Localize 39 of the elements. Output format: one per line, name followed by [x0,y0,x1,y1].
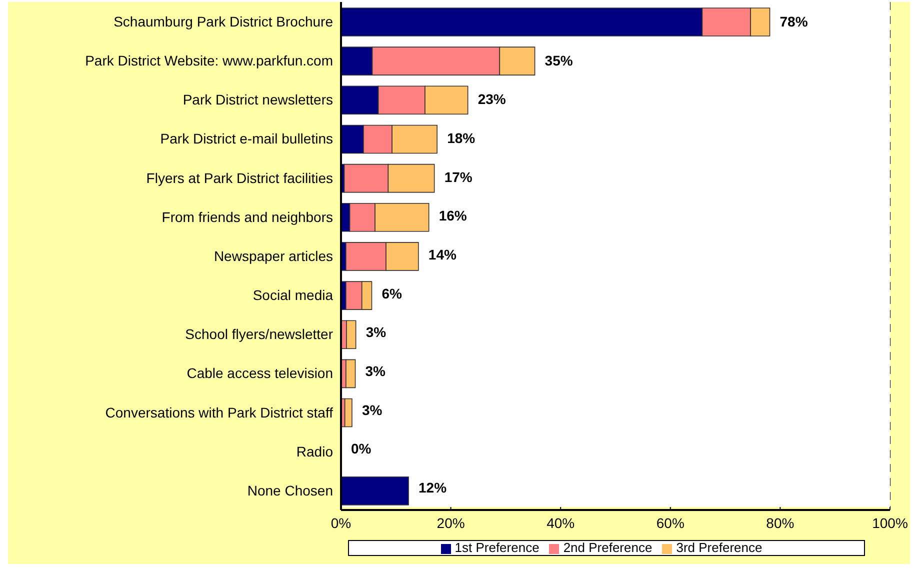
total-label: 3% [366,324,387,340]
y-tick-label: Conversations with Park District staff [105,404,334,420]
x-tick-label: 80% [766,514,794,531]
y-tick-label: Flyers at Park District facilities [146,170,333,186]
y-tick-label: School flyers/newsletter [185,326,334,342]
legend-label: 2nd Preference [563,540,652,555]
bar [344,398,352,428]
y-tick-label: None Chosen [247,482,333,498]
total-label: 12% [418,480,448,496]
total-label: 17% [444,168,473,185]
total-label: 6% [382,285,403,302]
y-tick-label: Radio [296,443,334,460]
y-tick-label: Schaumburg Park District Brochure [114,14,334,30]
x-tick-label: 40% [546,514,575,531]
bar [346,359,356,388]
total-label: 3% [365,363,386,380]
x-tick-label: 20% [436,514,465,531]
x-tick-label: 60% [656,514,684,531]
total-label: 23% [478,91,506,108]
y-tick-label: Park District newsletters [182,92,333,108]
bar [341,476,409,506]
y-tick-label: Park District Website: www.parkfun.com [85,52,333,69]
bar [346,320,356,350]
legend-label: 3rd Preference [676,540,762,555]
total-label: 14% [428,246,457,262]
total-label: 78% [780,13,808,30]
total-label: 35% [544,52,574,68]
y-tick-label: Social media [252,287,334,304]
x-tick-label: 0% [330,514,352,531]
y-tick-label: Cable access television [186,365,333,382]
total-label: 16% [438,208,468,224]
total-label: 0% [351,440,372,457]
x-tick-label: 100% [872,514,908,531]
y-tick-label: From friends and neighbors [162,208,333,225]
total-label: 3% [362,402,383,418]
y-tick-label: Newspaper articles [214,248,333,264]
total-label: 18% [447,130,476,146]
legend-label: 1st Preference [454,540,540,555]
y-tick-label: Park District e-mail bulletins [160,130,333,147]
